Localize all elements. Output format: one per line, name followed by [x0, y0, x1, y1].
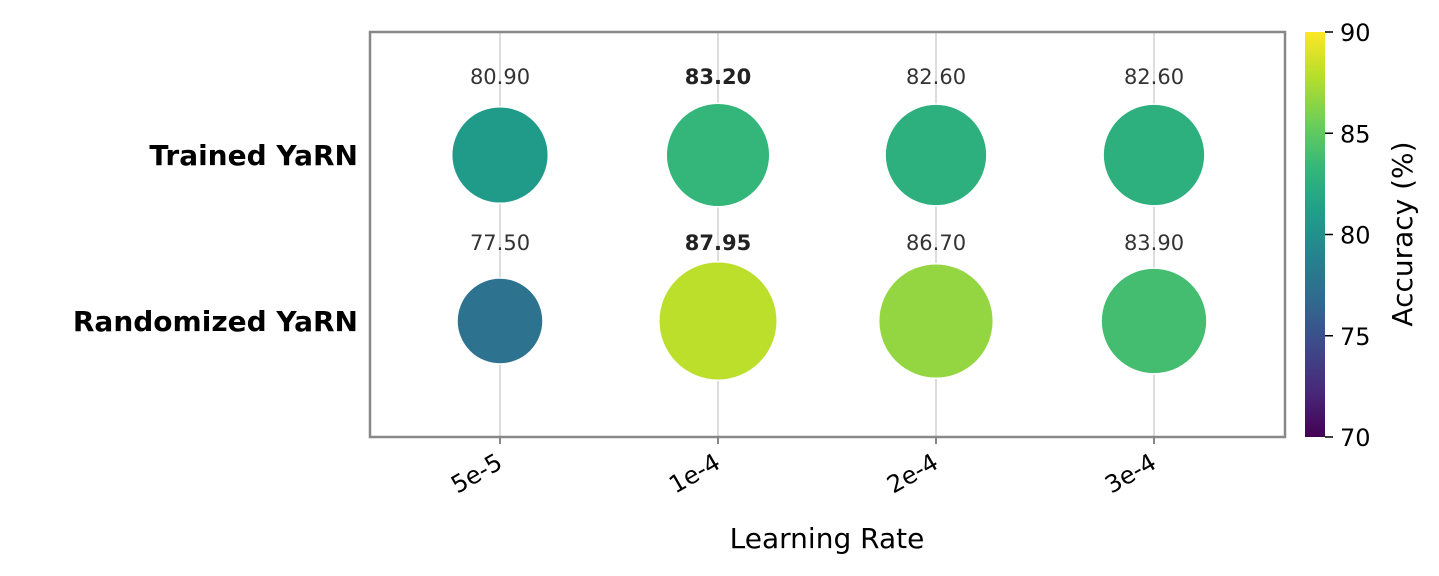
- grid-lines: [499, 32, 1155, 437]
- value-labels: 80.90 83.20 82.60 82.60 77.50 87.95 86.70 83.90: [470, 65, 1184, 255]
- x-tick-label: 5e-5: [446, 448, 507, 499]
- colorbar-tick-label: 75: [1340, 323, 1371, 351]
- marker-trained-1e-4: [665, 102, 771, 208]
- colorbar-title: Accuracy (%): [1386, 141, 1419, 326]
- plot-frame: [368, 30, 1287, 439]
- y-category-labels: Trained YaRN Randomized YaRN: [73, 139, 358, 338]
- value-label: 83.20: [685, 65, 751, 89]
- colorbar-tick-label: 85: [1340, 120, 1371, 148]
- marker-trained-3e-4: [1102, 103, 1206, 207]
- x-axis-title: Learning Rate: [730, 522, 925, 555]
- value-label: 82.60: [1124, 65, 1184, 89]
- marker-trained-5e-5: [450, 105, 550, 205]
- marker-randomized-3e-4: [1100, 267, 1208, 375]
- markers: [450, 102, 1208, 381]
- value-label: 82.60: [906, 65, 966, 89]
- colorbar: 70 75 80 85 90 Accuracy (%): [1305, 19, 1419, 452]
- colorbar-tick-label: 70: [1340, 424, 1371, 452]
- marker-randomized-5e-5: [456, 277, 544, 365]
- value-label: 77.50: [470, 231, 530, 255]
- y-category-label: Randomized YaRN: [73, 305, 358, 338]
- value-label: 83.90: [1124, 231, 1184, 255]
- x-tick-labels: 5e-5 1e-4 2e-4 3e-4: [446, 437, 1161, 499]
- y-category-label: Trained YaRN: [149, 139, 358, 172]
- value-label: 80.90: [470, 65, 530, 89]
- colorbar-gradient: [1305, 32, 1325, 437]
- colorbar-tick-label: 90: [1340, 19, 1371, 47]
- value-label: 87.95: [685, 231, 751, 255]
- marker-randomized-1e-4: [658, 261, 778, 381]
- colorbar-tick-label: 80: [1340, 222, 1371, 250]
- x-tick-label: 3e-4: [1100, 448, 1161, 499]
- marker-randomized-2e-4: [877, 262, 995, 380]
- colorbar-ticks: 70 75 80 85 90: [1325, 19, 1371, 452]
- x-tick-label: 1e-4: [664, 448, 725, 499]
- value-label: 86.70: [906, 231, 966, 255]
- marker-trained-2e-4: [884, 103, 988, 207]
- x-tick-label: 2e-4: [882, 448, 943, 499]
